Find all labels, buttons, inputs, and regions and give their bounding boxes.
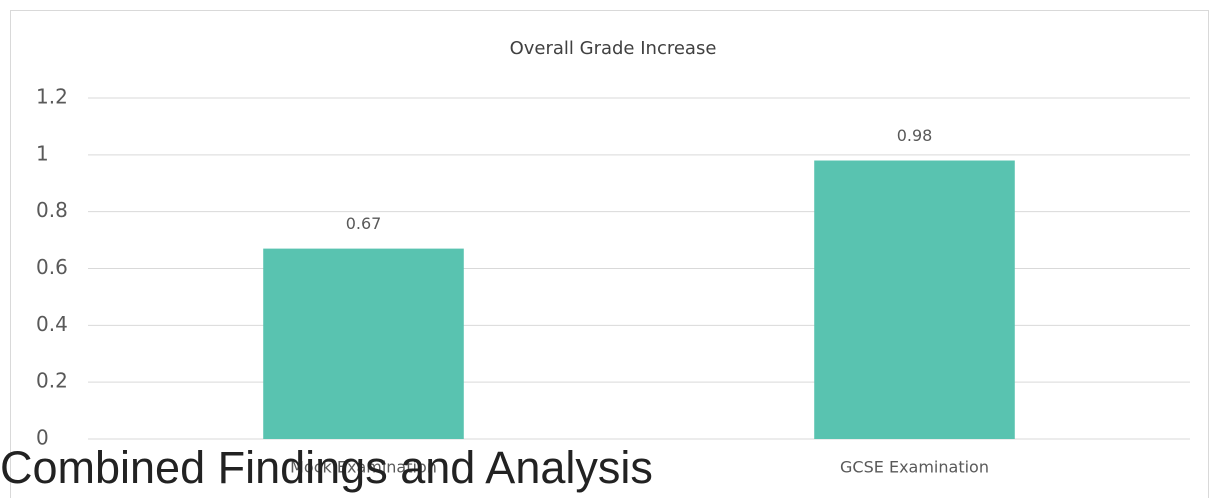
chart-title: Overall Grade Increase [510,38,717,59]
plot-area: 0 0.2 0.4 0.6 0.8 1 1.2 0.67 Mock Examination 0.9… [36,85,1190,477]
y-tick-label: 0.6 [36,255,68,279]
y-tick-label: 0.4 [36,312,68,336]
y-tick-label: 1 [36,141,49,165]
bar [263,248,464,439]
x-tick-label: Mock Examination [290,458,437,477]
data-label: 0.98 [897,126,933,145]
bar [814,160,1015,439]
page-heading: Combined Findings and Analysis [0,442,653,493]
y-tick-label: 0.8 [36,198,68,222]
x-tick-label: GCSE Examination [840,458,989,477]
y-tick-label: 0 [36,426,49,450]
y-tick-label: 1.2 [36,85,68,109]
data-label: 0.67 [346,214,382,233]
y-tick-label: 0.2 [36,369,68,393]
chart-frame [10,10,1209,498]
